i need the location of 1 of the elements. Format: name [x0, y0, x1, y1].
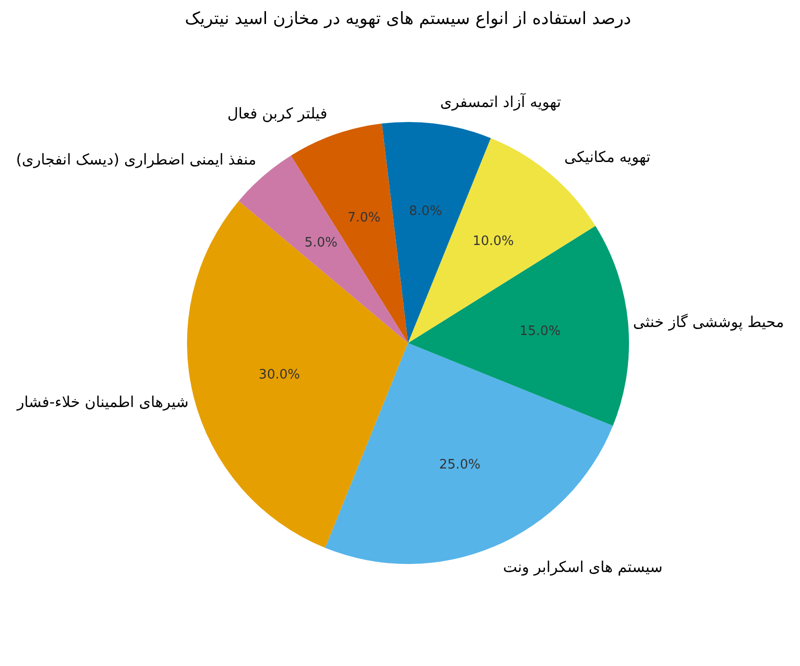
title: درصد استفاده از انواع سیستم های تهویه در مخازن اسید نیتریک — [184, 9, 632, 29]
